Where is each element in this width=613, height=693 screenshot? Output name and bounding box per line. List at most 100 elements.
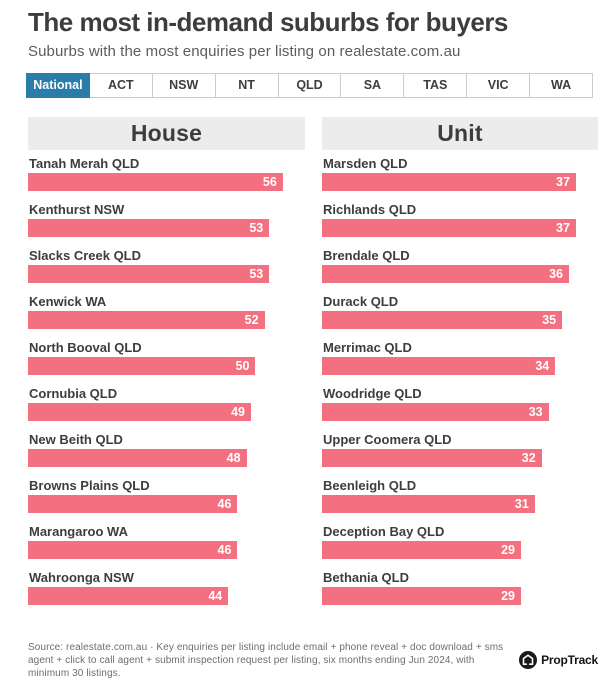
bar-row: Kenwick WA 52 (28, 294, 305, 329)
chart-column-unit: Unit Marsden QLD 37 Richlands QLD 37 Bre… (322, 116, 598, 605)
bar: 37 (322, 172, 576, 191)
bar-value: 37 (556, 220, 570, 235)
bar-label: Woodridge QLD (323, 385, 422, 401)
bar-value: 46 (217, 496, 232, 511)
bar: 49 (28, 402, 251, 421)
bar-label: Beenleigh QLD (323, 477, 417, 493)
tab-wa[interactable]: WA (530, 72, 594, 98)
bar: 50 (28, 356, 256, 375)
bar-label: Richlands QLD (323, 201, 417, 217)
proptrack-logo-icon (519, 651, 538, 670)
tab-sa[interactable]: SA (341, 72, 405, 98)
tab-national[interactable]: National (26, 72, 90, 98)
bar-row: Richlands QLD 37 (322, 202, 598, 237)
bar-label: Merrimac QLD (323, 339, 412, 355)
bar-value: 37 (556, 174, 570, 189)
bar: 36 (322, 264, 570, 283)
bar-label: New Beith QLD (29, 431, 123, 447)
bar: 31 (322, 494, 535, 513)
column-header-unit: Unit (322, 116, 598, 150)
tab-label: SA (363, 78, 382, 93)
bar: 53 (28, 264, 270, 283)
bar-value: 32 (521, 450, 536, 465)
bar-value: 29 (501, 588, 515, 603)
bar: 56 (28, 172, 283, 191)
bar: 35 (322, 310, 563, 329)
tab-label: NSW (169, 78, 199, 93)
bar-value: 50 (235, 358, 250, 373)
tab-act[interactable]: ACT (89, 72, 153, 98)
tab-bar: National ACT NSW NT QLD SA TAS VIC WA (26, 72, 594, 98)
bar-value: 46 (217, 542, 232, 557)
bar-value: 53 (249, 266, 264, 281)
brand-name: PropTrack (541, 653, 598, 668)
tab-label: National (33, 78, 83, 93)
bar-row: Wahroonga NSW 44 (28, 570, 305, 605)
bar-label: Deception Bay QLD (323, 523, 445, 539)
tab-label: WA (551, 78, 572, 93)
bar: 32 (322, 448, 542, 467)
source-note: Source: realestate.com.au · Key enquirie… (28, 641, 504, 679)
bar: 29 (322, 540, 521, 559)
bar-label: Upper Coomera QLD (323, 431, 452, 447)
bar-row: Beenleigh QLD 31 (322, 478, 598, 513)
bar-row: North Booval QLD 50 (28, 340, 305, 375)
bar-value: 49 (231, 404, 245, 419)
bar-row: Upper Coomera QLD 32 (322, 432, 598, 467)
page-title: The most in-demand suburbs for buyers (28, 7, 508, 37)
bar-value: 48 (226, 450, 241, 465)
bar-value: 53 (249, 220, 264, 235)
tab-nsw[interactable]: NSW (152, 72, 216, 98)
bar-row: Bethania QLD 29 (322, 570, 598, 605)
tab-nt[interactable]: NT (215, 72, 279, 98)
bar: 52 (28, 310, 265, 329)
bar: 29 (322, 586, 521, 605)
bar-label: Kenthurst NSW (29, 201, 125, 217)
footer: Source: realestate.com.au · Key enquirie… (28, 641, 598, 680)
bar-row: Marsden QLD 37 (322, 156, 598, 191)
tab-tas[interactable]: TAS (404, 72, 468, 98)
tab-label: ACT (107, 78, 134, 93)
tab-label: TAS (423, 78, 448, 93)
bar-row: Kenthurst NSW 53 (28, 202, 305, 237)
tab-label: NT (238, 78, 255, 93)
page-subtitle: Suburbs with the most enquiries per list… (28, 42, 461, 60)
bar-value: 44 (208, 588, 223, 603)
brand-lockup: PropTrack (519, 651, 598, 670)
bar-label: Slacks Creek QLD (29, 247, 142, 263)
bar-row: Deception Bay QLD 29 (322, 524, 598, 559)
bar: 34 (322, 356, 556, 375)
bar-label: Bethania QLD (323, 569, 409, 585)
bar-value: 36 (549, 266, 564, 281)
bar-label: Kenwick WA (29, 293, 107, 309)
bar-label: Durack QLD (323, 293, 399, 309)
column-header-house: House (28, 116, 305, 150)
tab-qld[interactable]: QLD (278, 72, 342, 98)
bar-label: Wahroonga NSW (29, 569, 134, 585)
bar: 33 (322, 402, 549, 421)
bar-label: Cornubia QLD (29, 385, 118, 401)
bar-row: Marangaroo WA 46 (28, 524, 305, 559)
bar: 53 (28, 218, 270, 237)
bar-label: Marangaroo WA (29, 523, 128, 539)
bar-value: 29 (501, 542, 515, 557)
bar-label: Marsden QLD (323, 155, 408, 171)
tab-label: VIC (487, 78, 509, 93)
bar-label: Brendale QLD (323, 247, 410, 263)
charts-container: House Tanah Merah QLD 56 Kenthurst NSW 5… (28, 116, 598, 605)
bar: 46 (28, 494, 238, 513)
bar-value: 35 (542, 312, 557, 327)
bar-label: Tanah Merah QLD (29, 155, 140, 171)
bar-list: Marsden QLD 37 Richlands QLD 37 Brendale… (322, 156, 598, 605)
bar-row: Slacks Creek QLD 53 (28, 248, 305, 283)
chart-column-house: House Tanah Merah QLD 56 Kenthurst NSW 5… (28, 116, 305, 605)
bar: 37 (322, 218, 576, 237)
bar-value: 33 (528, 404, 543, 419)
bar-row: Browns Plains QLD 46 (28, 478, 305, 513)
bar: 44 (28, 586, 229, 605)
tab-vic[interactable]: VIC (467, 72, 531, 98)
bar: 46 (28, 540, 238, 559)
bar: 48 (28, 448, 247, 467)
bar-row: Brendale QLD 36 (322, 248, 598, 283)
